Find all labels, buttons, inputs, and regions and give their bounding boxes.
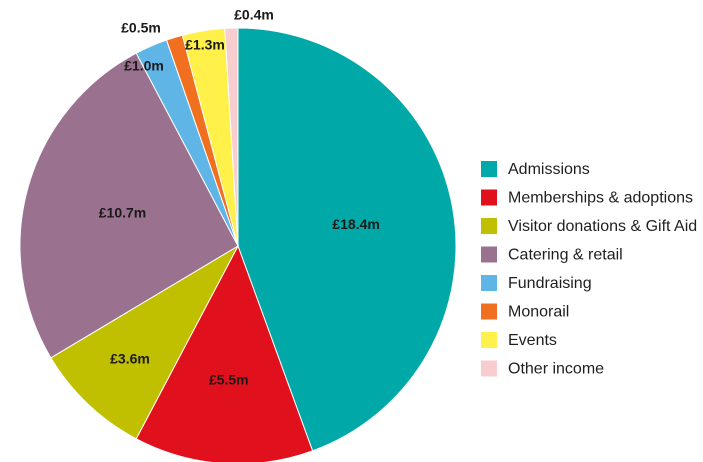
pie-slice-other-income — [224, 27, 239, 247]
legend-item-monorail: Monorail — [481, 303, 569, 321]
legend-swatch-memberships-and-adoptions — [481, 189, 497, 206]
legend-swatch-visitor-donations-and-gift-aid — [481, 218, 497, 234]
slice-label-memberships-and-adoptions: £5.5m — [209, 372, 249, 388]
slice-label-fundraising: £1.0m — [124, 58, 164, 74]
legend-label-monorail: Monorail — [508, 304, 569, 321]
chart-legend: Admissions Memberships & adoptions Visitor… — [481, 161, 697, 378]
slice-label-monorail: £0.5m — [121, 20, 161, 36]
pie-slice-labels: £18.4m £5.5m £3.6m £10.7m £1.0m £0.5m £1.3m £0.… — [99, 7, 380, 388]
legend-swatch-fundraising — [481, 275, 497, 291]
legend-swatch-catering-and-retail — [481, 246, 497, 263]
legend-swatch-monorail — [481, 303, 497, 320]
legend-label-events: Events — [508, 332, 557, 349]
legend-label-fundraising: Fundraising — [508, 275, 592, 292]
legend-item-visitor-donations-and-gift-aid: Visitor donations & Gift Aid — [481, 218, 697, 235]
legend-label-admissions: Admissions — [508, 161, 590, 178]
legend-item-fundraising: Fundraising — [481, 275, 592, 292]
slice-label-other-income: £0.4m — [234, 7, 274, 23]
pie-slice-visitor-donations-and-gift-aid — [50, 244, 240, 440]
legend-label-catering-and-retail: Catering & retail — [508, 247, 623, 264]
legend-item-events: Events — [481, 332, 557, 349]
pie-slice-admissions — [237, 27, 457, 452]
legend-swatch-events — [481, 332, 497, 348]
legend-label-memberships-and-adoptions: Memberships & adoptions — [508, 190, 693, 207]
pie-slice-memberships-and-adoptions — [135, 244, 314, 462]
slice-label-events: £1.3m — [185, 37, 225, 53]
legend-swatch-other-income — [481, 360, 497, 377]
slice-label-catering-and-retail: £10.7m — [99, 204, 146, 220]
legend-item-memberships-and-adoptions: Memberships & adoptions — [481, 189, 693, 207]
slice-label-visitor-donations-and-gift-aid: £3.6m — [110, 351, 150, 367]
legend-label-visitor-donations-and-gift-aid: Visitor donations & Gift Aid — [508, 218, 697, 235]
legend-item-catering-and-retail: Catering & retail — [481, 246, 623, 264]
legend-item-admissions: Admissions — [481, 161, 590, 178]
slice-label-admissions: £18.4m — [332, 216, 379, 232]
legend-label-other-income: Other income — [508, 361, 604, 378]
legend-swatch-admissions — [481, 161, 497, 177]
pie-slice-catering-and-retail — [19, 52, 239, 359]
legend-item-other-income: Other income — [481, 360, 604, 378]
pie-slices — [19, 27, 457, 462]
